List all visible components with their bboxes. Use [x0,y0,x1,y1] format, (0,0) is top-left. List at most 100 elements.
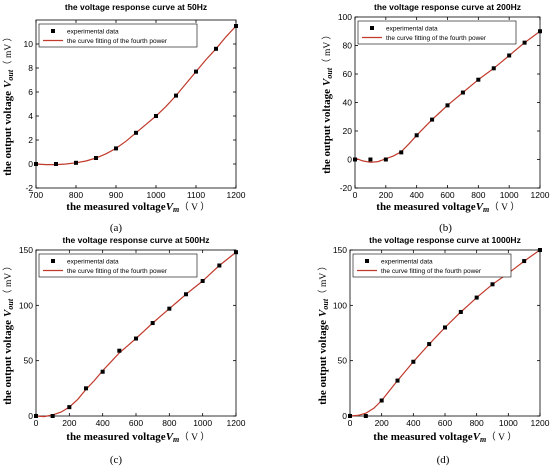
data-point [399,150,404,155]
legend-entry-data: experimental data [67,259,119,266]
legend-entry-fit: the curve fitting of the fourth power [67,38,168,45]
x-axis-symbol: V [166,201,175,213]
data-point [353,157,357,162]
data-point [460,90,465,95]
legend-box [38,23,198,48]
legend-marker-icon [51,259,55,263]
x-axis-unit: （ V ） [489,201,519,213]
data-point [94,156,98,160]
x-axis-label-text: the measured voltage [373,431,473,443]
x-tick-label: 0 [34,418,39,428]
data-point [414,133,419,138]
legend-entry-data: experimental data [67,29,119,36]
data-point [54,162,58,166]
x-tick-label: 800 [162,418,176,428]
panel-caption: (b) [439,222,452,234]
y-tick-label: 0 [342,411,347,421]
x-axis-label-text: the measured voltage [66,201,166,213]
x-tick-label: 1000 [147,190,166,200]
x-axis-unit: （ V ） [179,431,209,443]
y-tick-label: 2 [28,135,33,145]
x-tick-label: 600 [438,418,452,428]
y-tick-label: 0 [28,411,33,421]
legend-box [357,20,517,45]
x-tick-label: 0 [348,418,353,428]
legend-entry-fit: the curve fitting of the fourth power [67,268,168,275]
x-tick-label: 800 [471,190,485,200]
data-point [491,66,496,71]
x-axis-symbol: V [473,431,482,443]
y-tick-label: 10 [24,39,34,49]
y-tick-label: 40 [343,98,353,108]
data-point [363,414,368,418]
x-tick-label: 200 [379,190,393,200]
data-point [154,114,158,118]
legend-marker-icon [370,26,374,30]
y-tick-label: 0 [347,155,352,165]
x-tick-label: 1200 [531,418,550,428]
data-point [443,325,447,330]
y-tick-label: -2 [25,183,33,193]
data-point [538,248,542,252]
data-point [383,157,388,162]
y-axis-label-text: the output voltage [317,320,329,405]
legend-box [352,253,512,278]
y-axis-symbol: V [317,308,329,317]
x-tick-label: 400 [406,418,420,428]
data-point [217,263,222,268]
y-tick-label: 0 [28,159,33,169]
y-axis-symbol: V [2,308,14,317]
data-point [538,29,542,34]
data-point [194,69,198,74]
plot-frame [35,19,237,189]
chart-panel-a: the voltage response curve at 50Hz 700 800… [2,2,246,234]
x-tick-label: 800 [69,190,83,200]
y-axis-unit: （ mV ） [317,261,329,299]
x-axis-symbol: V [166,431,175,443]
fit-curve-line [354,30,541,163]
x-axis-label: the measured voltageVm（ V ） [376,201,519,214]
data-point [379,398,384,403]
y-axis-subscript: out [325,67,334,78]
chart-title: the voltage response curve at 1000Hz [369,235,521,245]
legend-marker-icon [365,259,369,263]
y-tick-label: 100 [338,12,352,22]
legend-marker-icon [51,29,55,33]
data-point [167,306,172,311]
chart-panel-c: the voltage response curve at 500Hz 0 200 4… [2,235,246,466]
data-point [395,378,400,383]
legend-entry-data: experimental data [386,26,438,33]
x-axis-subscript: m [483,205,489,214]
y-tick-label: 80 [343,41,353,51]
data-point [458,309,463,314]
data-point [445,103,450,108]
x-tick-label: 700 [29,190,43,200]
x-axis-label-text: the measured voltage [66,431,166,443]
x-axis-symbol: V [476,201,485,213]
data-point [84,386,88,391]
data-point [368,157,373,162]
data-point [507,53,512,58]
legend-entry-fit: the curve fitting of the fourth power [386,35,487,42]
x-tick-label: 1100 [187,190,206,200]
x-tick-label: 600 [440,190,454,200]
x-axis-unit: （ V ） [179,201,209,213]
data-point [522,259,527,264]
x-tick-label: 200 [375,418,389,428]
x-tick-label: 1200 [227,418,246,428]
y-tick-label: 150 [333,245,347,255]
x-tick-label: 800 [470,418,484,428]
data-point [214,46,218,51]
x-tick-label: 1200 [227,190,246,200]
data-point [74,160,78,165]
panel-caption: (d) [437,454,450,466]
y-axis-unit: （ mV ） [321,30,333,68]
x-tick-label: 1000 [499,418,518,428]
data-point [184,292,188,297]
data-point [67,405,72,410]
y-tick-label: 50 [338,356,348,366]
y-tick-label: 100 [19,300,33,310]
legend-entry-data: experimental data [381,259,433,266]
y-axis-label-text: the output voltage [2,91,14,176]
